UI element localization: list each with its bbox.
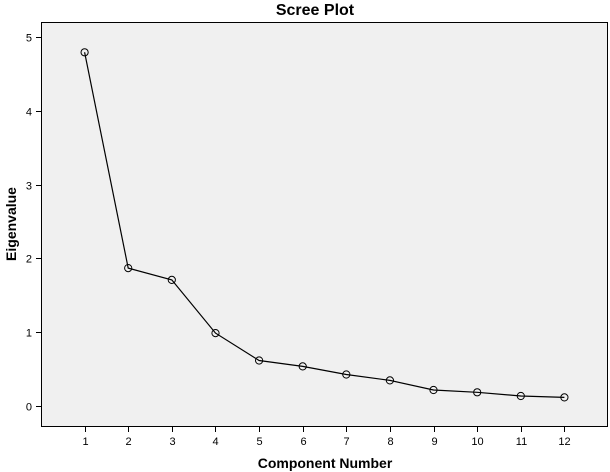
- x-tick-label: 3: [169, 436, 175, 448]
- data-point: [298, 362, 307, 371]
- y-tick-label: 3: [26, 181, 32, 193]
- x-tick-label: 6: [300, 436, 306, 448]
- data-point: [342, 370, 351, 379]
- x-tick-label: 4: [212, 436, 218, 448]
- x-tick-label: 2: [125, 436, 131, 448]
- data-point: [473, 388, 482, 397]
- y-axis-title: Eigenvalue: [3, 187, 19, 261]
- data-point: [167, 275, 176, 284]
- data-point: [516, 391, 525, 401]
- chart-title: Scree Plot: [276, 2, 355, 19]
- y-tick-label: 2: [26, 254, 32, 266]
- y-tick-label: 1: [26, 328, 32, 340]
- y-tick-label: 4: [26, 107, 32, 119]
- x-axis-title: Component Number: [258, 455, 393, 471]
- data-point: [124, 264, 133, 273]
- series-eigenvalue: [80, 48, 569, 402]
- data-point: [80, 48, 89, 57]
- x-tick-label: 8: [387, 436, 393, 448]
- y-tick-label: 5: [26, 33, 32, 45]
- x-tick-label: 12: [558, 436, 570, 448]
- y-tick-label: 0: [26, 402, 32, 414]
- data-point: [560, 393, 569, 402]
- x-tick-label: 11: [516, 436, 527, 448]
- data-point: [255, 356, 264, 365]
- series-line: [84, 52, 565, 398]
- data-point: [385, 376, 394, 385]
- x-tick-label: 10: [471, 436, 483, 448]
- data-point: [211, 329, 220, 338]
- data-point: [429, 385, 438, 395]
- x-tick-label: 1: [82, 436, 88, 448]
- x-tick-label: 7: [343, 436, 349, 448]
- x-tick-label: 5: [256, 436, 262, 448]
- x-tick-label: 9: [431, 436, 437, 448]
- plot-area: [41, 22, 608, 427]
